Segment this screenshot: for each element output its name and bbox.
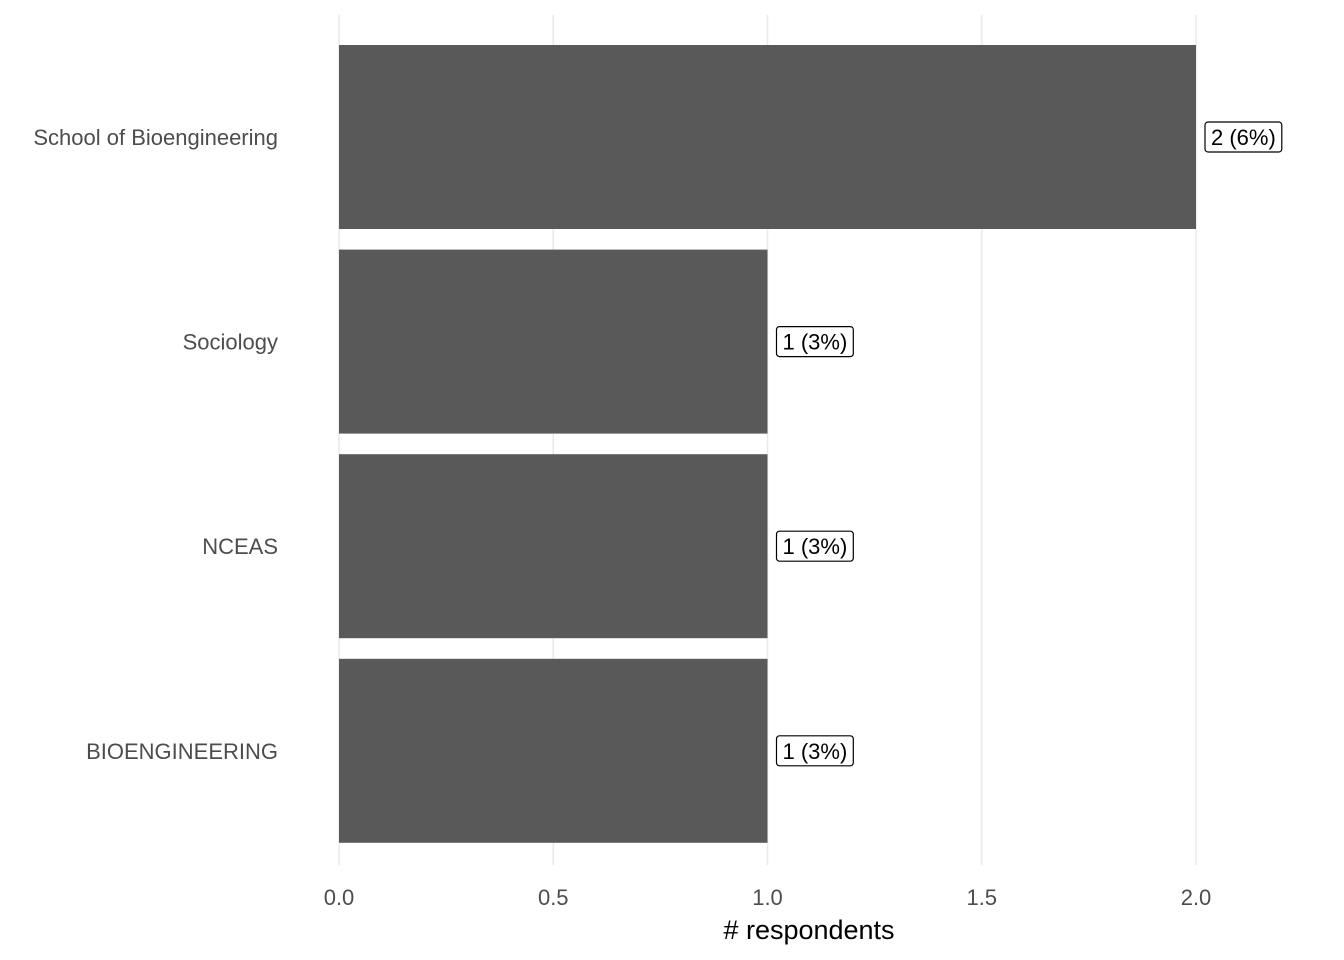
- category-label: NCEAS: [202, 534, 278, 559]
- category-labels: School of Bioengineering Sociology NCEAS BI…: [33, 125, 278, 764]
- data-label: 1 (3%): [775, 735, 854, 767]
- x-axis-title: # respondents: [723, 915, 894, 945]
- bar: [339, 249, 768, 434]
- data-labels: 2 (6%) 1 (3%) 1 (3%) 1 (3%): [775, 121, 1283, 767]
- data-label: 1 (3%): [775, 530, 854, 562]
- data-label-text: 2 (6%): [1211, 125, 1276, 150]
- bar: [339, 45, 1196, 229]
- category-label: School of Bioengineering: [33, 125, 278, 150]
- data-label-box: [1204, 121, 1283, 153]
- bar: [339, 658, 768, 843]
- data-label-text: 1 (3%): [783, 739, 848, 764]
- bar: [339, 454, 768, 639]
- data-label-box: [775, 326, 854, 358]
- x-tick-label: 0.0: [324, 885, 355, 910]
- x-tick-label: 1.0: [752, 885, 783, 910]
- data-label-text: 1 (3%): [783, 534, 848, 559]
- category-label: Sociology: [183, 330, 278, 355]
- category-label: BIOENGINEERING: [86, 739, 278, 764]
- data-label: 2 (6%): [1204, 121, 1283, 153]
- x-tick-labels: 0.0 0.5 1.0 1.5 2.0: [324, 885, 1212, 910]
- data-label-box: [775, 735, 854, 767]
- x-tick-label: 1.5: [966, 885, 997, 910]
- data-label-box: [775, 530, 854, 562]
- bars: [339, 45, 1196, 843]
- data-label: 1 (3%): [775, 326, 854, 358]
- x-tick-label: 2.0: [1181, 885, 1212, 910]
- x-tick-label: 0.5: [538, 885, 569, 910]
- data-label-text: 1 (3%): [783, 330, 848, 355]
